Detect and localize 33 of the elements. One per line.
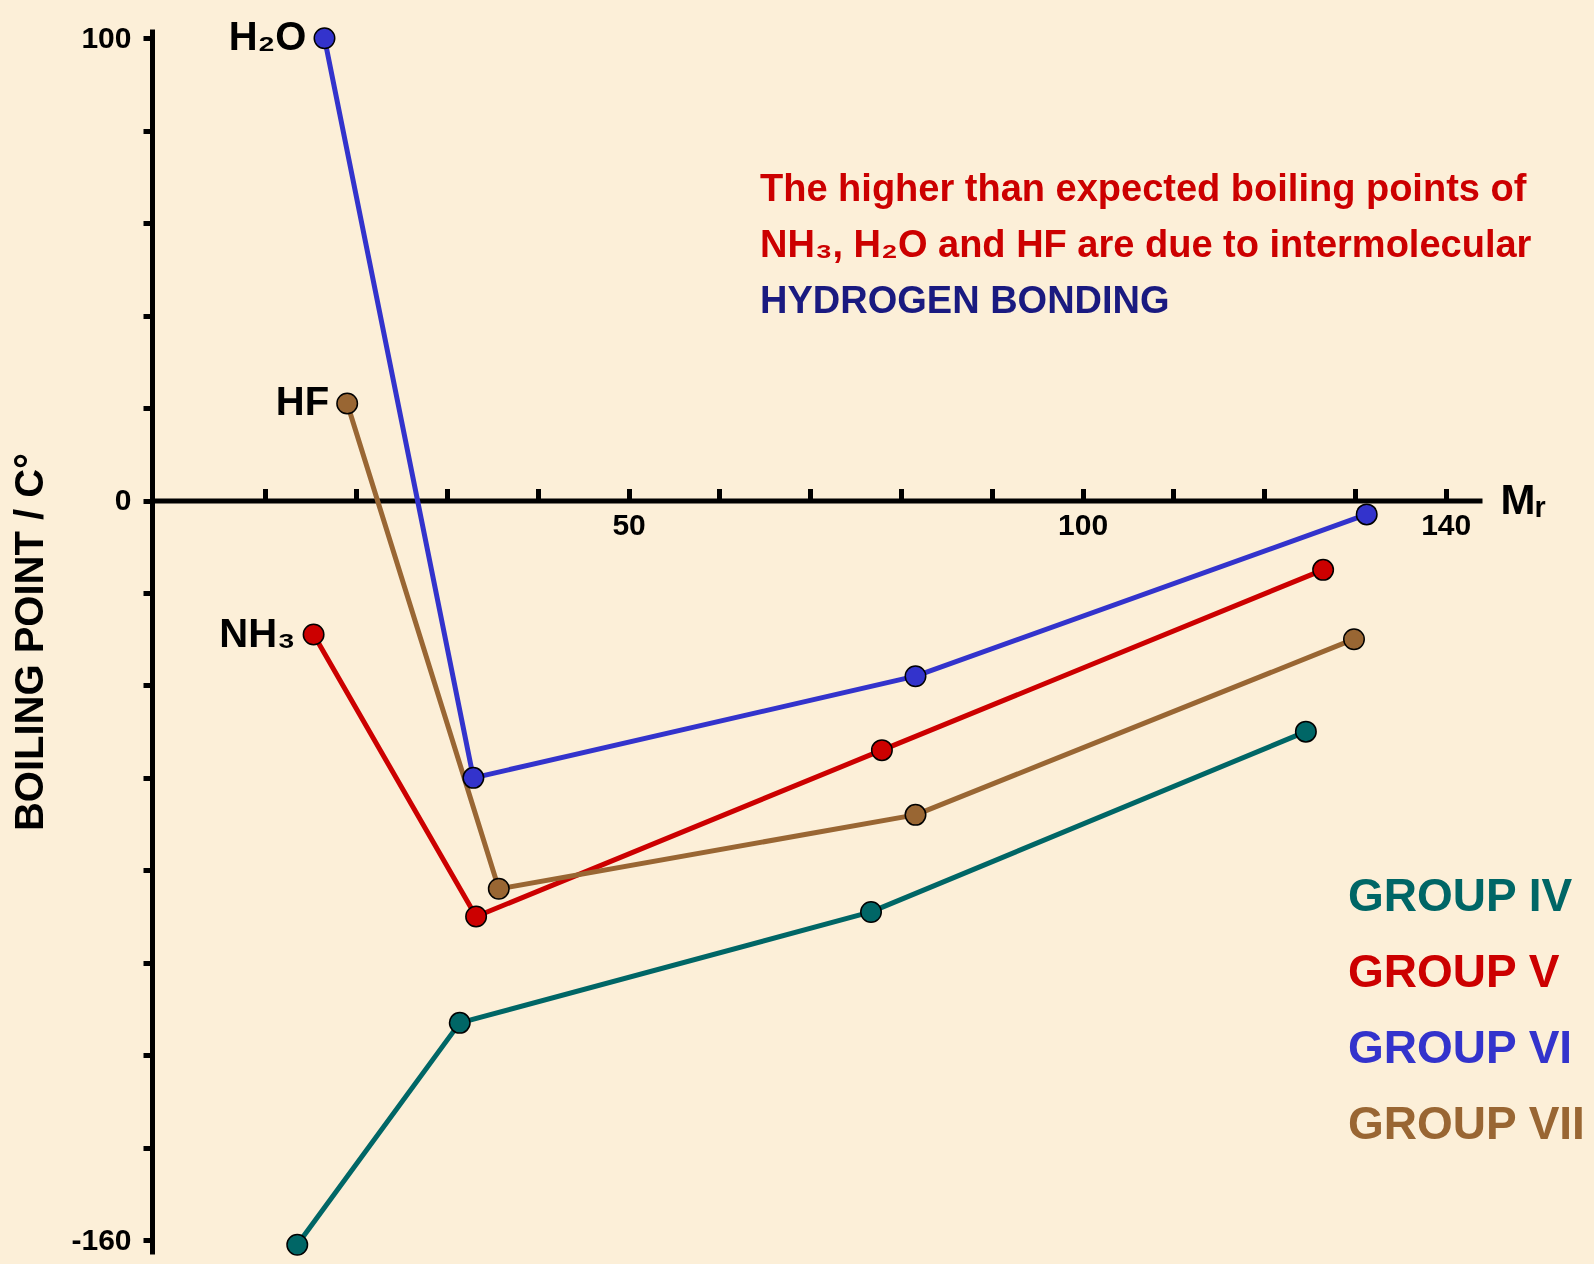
- y-tick-label: 100: [81, 20, 132, 54]
- point: [1312, 558, 1335, 581]
- point: [904, 803, 927, 826]
- point: [302, 623, 325, 646]
- text: GROUP VII: [1348, 1097, 1585, 1149]
- annotation: HF: [275, 379, 330, 424]
- point: [1294, 720, 1317, 743]
- text: GROUP VI: [1348, 1021, 1573, 1073]
- point: [465, 905, 488, 928]
- annotation: NH₃: [219, 610, 296, 655]
- point: [870, 739, 893, 762]
- y-tick-label: -160: [71, 1222, 132, 1256]
- x-tick-label: 50: [612, 508, 646, 542]
- point: [487, 877, 510, 900]
- text: GROUP IV: [1348, 869, 1573, 921]
- x-tick-label: 100: [1058, 508, 1109, 542]
- x-axis-title: Mᵣ: [1500, 476, 1547, 524]
- point: [462, 766, 485, 789]
- y-axis-title: BOILING POINT / C°: [7, 452, 52, 832]
- point: [1343, 628, 1365, 651]
- y-tick-label: 0: [114, 483, 132, 517]
- x-tick-label: 140: [1421, 508, 1472, 542]
- point: [286, 1233, 309, 1256]
- text: GROUP V: [1348, 945, 1560, 997]
- point: [313, 27, 336, 50]
- point: [860, 900, 883, 923]
- point: [1355, 503, 1378, 526]
- point: [448, 1011, 471, 1034]
- point: [336, 392, 359, 415]
- annotation: The higher than expected boiling points of NH₃, H₂O and HF are due to intermolecular: [760, 167, 1532, 265]
- annotation: H₂O: [228, 14, 307, 59]
- point: [904, 665, 927, 688]
- annotation: HYDROGEN BONDING: [760, 279, 1170, 321]
